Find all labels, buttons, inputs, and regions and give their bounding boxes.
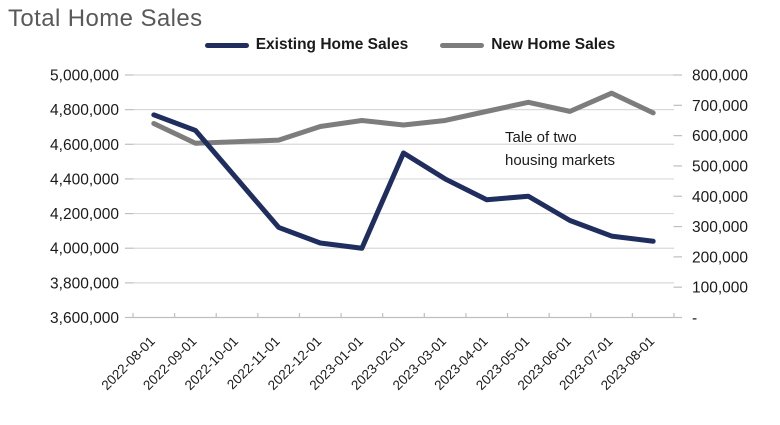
y-axis-label-right: 700,000: [692, 98, 748, 115]
legend-label-new-home-sales: New Home Sales: [491, 36, 616, 53]
y-axis-label-left: 4,800,000: [50, 102, 119, 119]
legend-line-swatch-existing-icon: [204, 42, 249, 48]
y-axis-label-right: 800,000: [692, 68, 748, 85]
y-axis-label-right: 400,000: [692, 189, 748, 206]
y-axis-label-right: 500,000: [692, 158, 748, 175]
y-axis-label-left: 4,400,000: [50, 171, 119, 188]
y-axis-label-right: 200,000: [692, 249, 748, 266]
legend-line-swatch-new-icon: [440, 42, 485, 48]
y-axis-label-right: 300,000: [692, 219, 748, 236]
y-axis-label-left: 3,800,000: [50, 275, 119, 292]
legend-label-existing-home-sales: Existing Home Sales: [255, 36, 409, 53]
legend: Existing Home Sales New Home Sales: [0, 34, 780, 56]
y-axis-label-right: 600,000: [692, 128, 748, 145]
series-line-new-home-sales: [151, 90, 656, 146]
legend-item-existing-home-sales: Existing Home Sales: [204, 36, 409, 54]
y-axis-label-right: 100,000: [692, 280, 748, 297]
y-axis-label-left: 5,000,000: [50, 68, 119, 85]
y-axis-label-right: -: [692, 310, 697, 327]
y-axis-label-left: 4,600,000: [50, 137, 119, 154]
y-axis-label-left: 4,000,000: [50, 241, 119, 258]
legend-item-new-home-sales: New Home Sales: [440, 36, 615, 54]
y-axis-label-left: 3,600,000: [50, 310, 119, 327]
series-line-existing-home-sales: [151, 112, 656, 251]
y-axis-label-left: 4,200,000: [50, 206, 119, 223]
chart-title: Total Home Sales: [8, 5, 203, 32]
